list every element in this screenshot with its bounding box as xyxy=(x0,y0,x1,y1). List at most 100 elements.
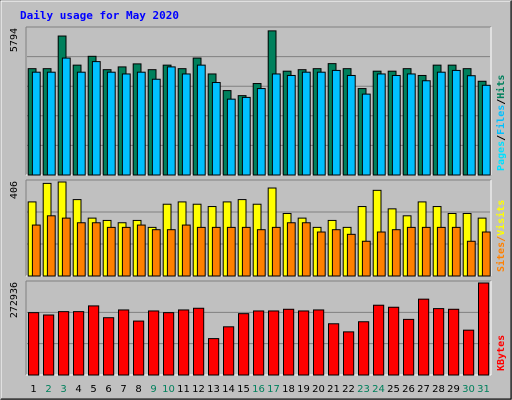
y-max-label-middle: 406 xyxy=(9,181,20,199)
bar-kbytes xyxy=(28,312,40,376)
x-tick-label: 4 xyxy=(75,384,81,395)
bar-files xyxy=(271,73,281,176)
bar-kbytes xyxy=(298,310,310,376)
legend-entry: Visits xyxy=(495,200,507,236)
bar-files xyxy=(181,73,191,176)
x-tick-label: 31 xyxy=(477,384,490,395)
x-tick-label: 22 xyxy=(342,384,355,395)
bar-sites xyxy=(406,226,416,277)
bar-sites xyxy=(346,233,356,277)
bar-kbytes xyxy=(313,309,325,376)
bar-kbytes xyxy=(73,311,85,376)
x-tick-label: 12 xyxy=(192,384,205,395)
bar-kbytes xyxy=(403,318,415,376)
bar-sites xyxy=(106,226,116,277)
bar-kbytes xyxy=(193,307,205,376)
bar-files xyxy=(316,71,326,176)
bar-kbytes xyxy=(208,338,220,376)
legend-separator: / xyxy=(496,135,507,141)
bar-sites xyxy=(376,231,386,277)
bar-sites xyxy=(286,222,296,277)
legend-entry: Pages xyxy=(496,141,507,171)
legend-middle: Sites/Visits xyxy=(495,200,507,272)
x-tick-label: 9 xyxy=(150,384,156,395)
bar-files xyxy=(91,61,101,176)
x-tick-label: 18 xyxy=(282,384,295,395)
x-tick-label: 15 xyxy=(237,384,250,395)
legend-bottom: KBytes xyxy=(496,335,507,371)
x-tick-label: 6 xyxy=(105,384,111,395)
bar-sites xyxy=(316,231,326,277)
bar-files xyxy=(31,71,41,176)
x-tick-label: 25 xyxy=(387,384,400,395)
x-tick-label: 19 xyxy=(297,384,310,395)
legend-entry: / xyxy=(496,236,507,242)
bar-kbytes xyxy=(178,309,190,376)
bar-kbytes xyxy=(283,308,295,376)
x-tick-label: 11 xyxy=(177,384,190,395)
bar-sites xyxy=(46,215,56,277)
bar-sites xyxy=(211,226,221,277)
x-tick-label: 13 xyxy=(207,384,220,395)
x-tick-label: 29 xyxy=(447,384,460,395)
bar-files xyxy=(421,80,431,176)
x-tick-label: 10 xyxy=(162,384,175,395)
y-max-label-top: 5794 xyxy=(9,28,20,52)
bar-files xyxy=(226,98,236,176)
bar-kbytes xyxy=(268,310,280,376)
bar-kbytes xyxy=(433,308,445,376)
bar-sites xyxy=(256,229,266,277)
x-tick-label: 17 xyxy=(267,384,280,395)
bar-files xyxy=(346,74,356,176)
bar-sites xyxy=(61,217,71,277)
bar-sites xyxy=(91,222,101,277)
bar-sites xyxy=(466,240,476,277)
x-tick-label: 16 xyxy=(252,384,265,395)
bar-files xyxy=(466,75,476,176)
bar-files xyxy=(121,73,131,176)
x-tick-label: 5 xyxy=(90,384,96,395)
bar-files xyxy=(451,69,461,176)
bar-kbytes xyxy=(418,298,430,376)
bar-kbytes xyxy=(358,321,370,376)
bar-sites xyxy=(421,226,431,277)
x-tick-label: 20 xyxy=(312,384,325,395)
legend-entry: Files xyxy=(495,105,507,135)
x-tick-label: 28 xyxy=(432,384,445,395)
bar-files xyxy=(166,66,176,176)
x-tick-label: 23 xyxy=(357,384,370,395)
bar-files xyxy=(136,71,146,176)
legend-entry: Sites xyxy=(495,242,507,272)
x-tick-label: 24 xyxy=(372,384,385,395)
legend-top: Pages/Files/Hits xyxy=(495,75,507,171)
bar-sites xyxy=(481,231,491,277)
bar-files xyxy=(406,73,416,176)
bar-sites xyxy=(196,226,206,277)
bar-kbytes xyxy=(118,309,130,376)
bar-files xyxy=(481,84,491,176)
bar-files xyxy=(286,74,296,176)
legend-entry: KBytes xyxy=(496,335,507,371)
bar-kbytes xyxy=(253,310,265,376)
bar-kbytes xyxy=(373,304,385,376)
bar-kbytes xyxy=(238,313,250,376)
bar-kbytes xyxy=(478,282,490,376)
bar-kbytes xyxy=(223,326,235,376)
x-tick-label: 26 xyxy=(402,384,415,395)
bar-files xyxy=(391,74,401,176)
bar-files xyxy=(256,88,266,176)
bar-sites xyxy=(151,229,161,277)
panel-top: 5794 Pages/Files/Hits xyxy=(9,26,507,176)
bar-files xyxy=(211,82,221,176)
bar-files xyxy=(61,57,71,176)
bar-kbytes xyxy=(343,331,355,376)
bar-files xyxy=(151,78,161,176)
x-tick-label: 8 xyxy=(135,384,141,395)
bar-files xyxy=(46,71,56,176)
legend-separator: / xyxy=(496,99,507,105)
bar-files xyxy=(436,71,446,176)
bar-sites xyxy=(436,226,446,277)
bar-files xyxy=(301,71,311,176)
